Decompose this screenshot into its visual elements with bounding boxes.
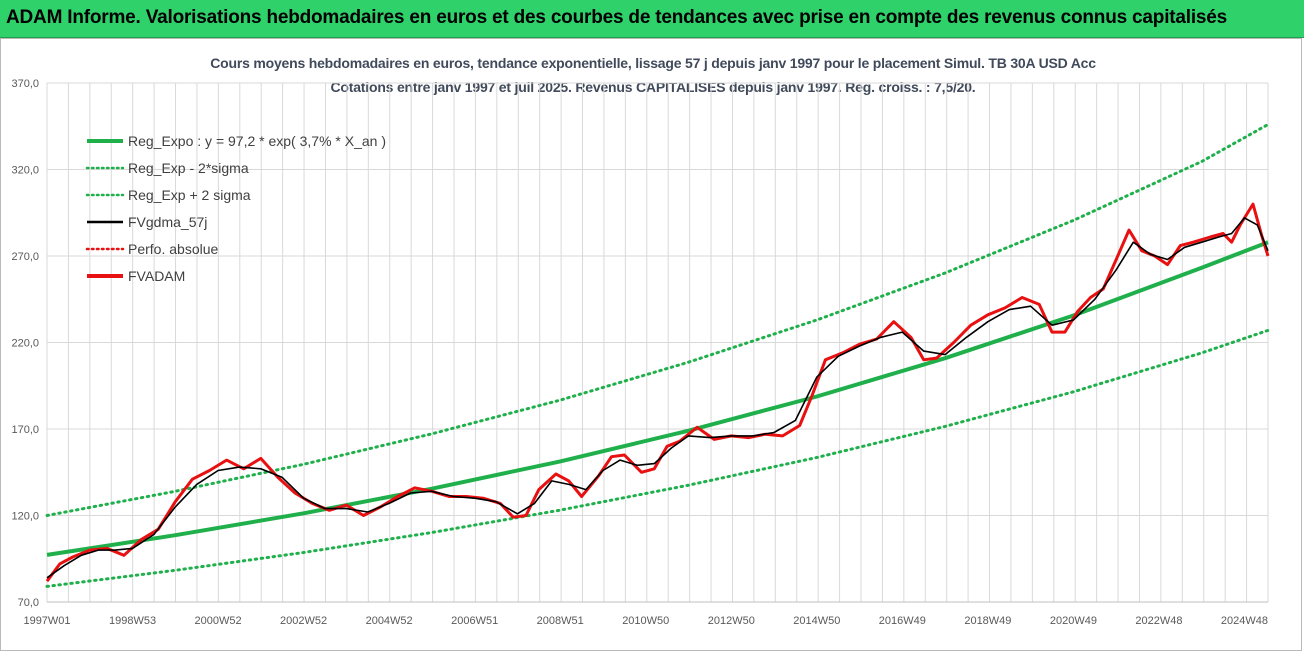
chart-frame: Cours moyens hebdomadaires en euros, ten…: [0, 38, 1302, 651]
series-line-minus-2-sigma: [45, 328, 1270, 588]
x-tick-label: 2006W51: [451, 615, 498, 627]
series-line-reg-expo: [46, 240, 1269, 557]
series-line-fvgdma: [46, 217, 1269, 579]
x-tick-label: 2000W52: [195, 615, 242, 627]
x-tick-label: 2004W52: [366, 615, 413, 627]
legend-label: FVADAM: [128, 268, 185, 284]
x-tick-label: 2020W49: [1050, 615, 1097, 627]
chart-plot: 70,0 120,0 170,0 220,0 270,0 320,0 370,0 1997W0…: [11, 78, 1270, 627]
x-tick-label: 2022W48: [1135, 615, 1182, 627]
y-tick-label: 220,0: [11, 338, 39, 350]
y-tick-label: 370,0: [11, 78, 39, 90]
x-tick-label: 1997W01: [23, 615, 70, 627]
legend-label: Perfo. absolue: [128, 241, 218, 257]
legend-label: Reg_Expo : y = 97,2 * exp( 3,7% * X_an ): [128, 133, 386, 149]
x-tick-label: 2012W50: [708, 615, 755, 627]
page-title: ADAM Informe. Valorisations hebdomadaire…: [6, 7, 1228, 28]
x-tick-label: 2008W51: [537, 615, 584, 627]
y-tick-label: 70,0: [18, 597, 39, 609]
x-tick-label: 2016W49: [879, 615, 926, 627]
x-tick-label: 2024W48: [1221, 615, 1268, 627]
legend-label: Reg_Exp + 2 sigma: [128, 187, 251, 203]
series-line-plus-2-sigma: [45, 123, 1270, 517]
legend-label: Reg_Exp - 2*sigma: [128, 160, 249, 176]
y-tick-label: 170,0: [11, 424, 39, 436]
series: [45, 123, 1270, 588]
series-line-fvadam: [45, 202, 1270, 583]
x-tick-label: 2002W52: [280, 615, 327, 627]
y-tick-label: 320,0: [11, 165, 39, 177]
x-tick-label: 2014W50: [793, 615, 840, 627]
chart-title: Cours moyens hebdomadaires en euros, ten…: [210, 55, 1096, 71]
legend: Reg_Expo : y = 97,2 * exp( 3,7% * X_an )…: [85, 133, 386, 284]
y-tick-label: 270,0: [11, 251, 39, 263]
legend-label: FVgdma_57j: [128, 214, 207, 230]
x-tick-label: 1998W53: [109, 615, 156, 627]
x-tick-label: 2010W50: [622, 615, 669, 627]
x-tick-label: 2018W49: [964, 615, 1011, 627]
header-bar: ADAM Informe. Valorisations hebdomadaire…: [0, 0, 1304, 38]
axis-ticks: 70,0 120,0 170,0 220,0 270,0 320,0 370,0 1997W0…: [11, 78, 1268, 627]
y-tick-label: 120,0: [11, 511, 39, 523]
